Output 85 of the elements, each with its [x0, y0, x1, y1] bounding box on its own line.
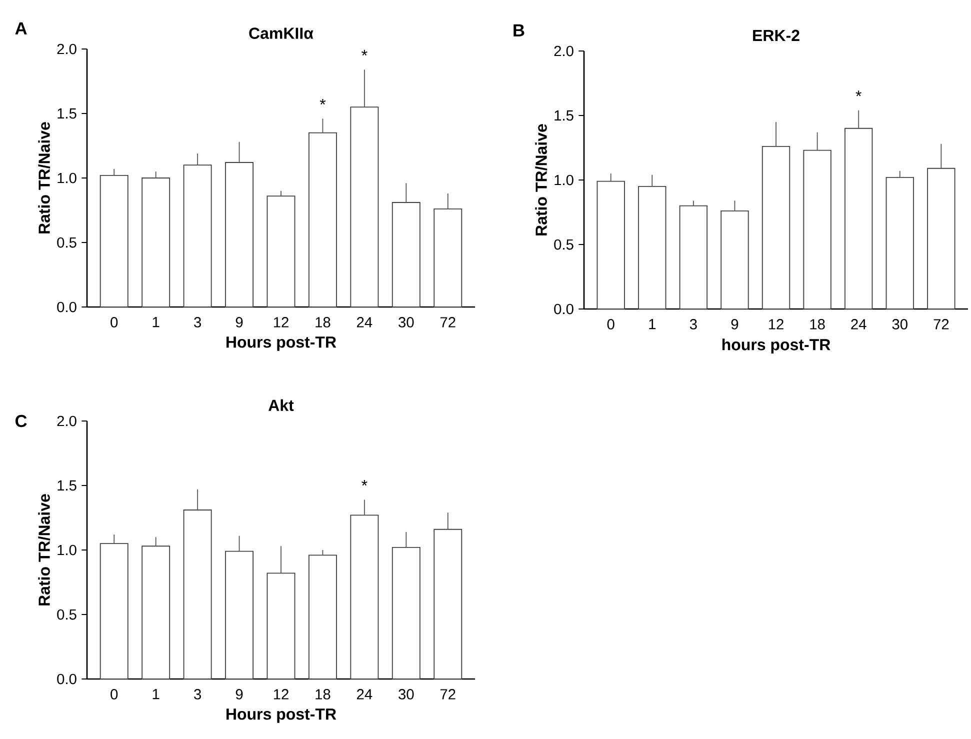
- text: C: [15, 414, 27, 428]
- y-axis-title: Ratio TR/Naive: [535, 124, 548, 236]
- x-tick-label: 9: [236, 689, 243, 700]
- x-tick-label: 1: [152, 689, 160, 700]
- y-tick-label: 0.0: [57, 674, 76, 684]
- x-tick-label: 12: [768, 319, 784, 330]
- y-tick-label: 2.0: [554, 46, 574, 56]
- x-tick-label: 18: [316, 317, 330, 328]
- x-tick-label: 30: [398, 317, 414, 328]
- x-tick-label: 3: [690, 319, 697, 330]
- chart-title: ERK-2: [753, 30, 800, 41]
- x-tick-label: 1: [649, 319, 656, 330]
- x-tick-label: 30: [892, 319, 908, 330]
- bar: [844, 128, 873, 310]
- bar: [392, 202, 420, 308]
- y-tick-label: 1.5: [58, 480, 76, 491]
- x-tick-label: 0: [110, 689, 118, 700]
- x-tick-label: 30: [398, 689, 414, 700]
- annotation: *: [362, 480, 368, 486]
- bar: [142, 546, 170, 680]
- chart-title: CamKIIα: [249, 28, 314, 39]
- bar: [100, 174, 128, 308]
- y-tick-label: 0.0: [57, 302, 76, 312]
- bar: [100, 543, 128, 680]
- x-tick-label: 9: [731, 319, 738, 330]
- bar: [308, 554, 337, 680]
- y-axis-title: Ratio TR/Naive: [38, 122, 50, 234]
- bar: [434, 208, 462, 308]
- y-tick-label: 1.5: [554, 110, 574, 121]
- bar: [225, 162, 254, 308]
- bar: [225, 550, 254, 680]
- bar: [183, 164, 212, 308]
- x-tick-label: 18: [810, 319, 825, 330]
- x-tick-label: 3: [194, 317, 201, 328]
- x-tick-label: 0: [110, 317, 118, 328]
- y-tick-label: 0.5: [57, 237, 76, 248]
- bar: [350, 106, 379, 308]
- bar: [803, 150, 832, 310]
- x-tick-label: 72: [440, 689, 456, 700]
- x-tick-label: 1: [152, 317, 160, 328]
- x-tick-label: 24: [357, 689, 372, 700]
- bar: [308, 132, 337, 308]
- x-tick-label: 72: [440, 317, 456, 328]
- y-tick-label: 2.0: [57, 416, 76, 426]
- x-tick-label: 3: [194, 689, 201, 700]
- annotation: *: [362, 50, 368, 56]
- bar: [350, 514, 379, 680]
- x-axis-title: Hours post-TR: [226, 336, 336, 351]
- bar: [679, 205, 708, 310]
- x-tick-label: 72: [934, 319, 949, 330]
- x-tick-label: 24: [851, 319, 866, 330]
- text: B: [514, 24, 524, 36]
- bar: [762, 146, 790, 310]
- bar: [927, 168, 956, 310]
- bar: [266, 196, 296, 308]
- y-tick-label: 2.0: [57, 44, 76, 54]
- y-tick-label: 0.5: [57, 609, 76, 620]
- annotation: *: [320, 98, 326, 105]
- x-tick-label: 24: [357, 317, 372, 328]
- bar: [720, 210, 749, 310]
- bar: [886, 176, 914, 310]
- x-axis-title: Hours post-TR: [226, 708, 336, 723]
- annotation: *: [856, 90, 862, 96]
- bar: [266, 572, 296, 680]
- y-tick-label: 0.5: [554, 239, 574, 250]
- y-tick-label: 1.0: [58, 544, 76, 556]
- bar: [434, 528, 462, 680]
- bar: [392, 546, 420, 680]
- y-tick-label: 0.0: [554, 304, 574, 314]
- bar: [638, 186, 666, 310]
- y-tick-label: 1.0: [554, 174, 574, 186]
- x-tick-label: 18: [316, 689, 330, 700]
- x-tick-label: 9: [236, 317, 243, 328]
- y-tick-label: 1.5: [58, 108, 76, 119]
- x-tick-label: 12: [274, 317, 288, 328]
- chart-title: Akt: [268, 399, 294, 411]
- text: A: [15, 22, 27, 34]
- bar: [142, 178, 170, 308]
- y-tick-label: 1.0: [58, 172, 76, 184]
- x-axis-title: hours post-TR: [722, 338, 830, 354]
- bar: [183, 510, 212, 680]
- y-axis-title: Ratio TR/Naive: [38, 494, 50, 606]
- x-tick-label: 0: [607, 319, 614, 330]
- x-tick-label: 12: [274, 689, 288, 700]
- bar: [596, 180, 625, 310]
